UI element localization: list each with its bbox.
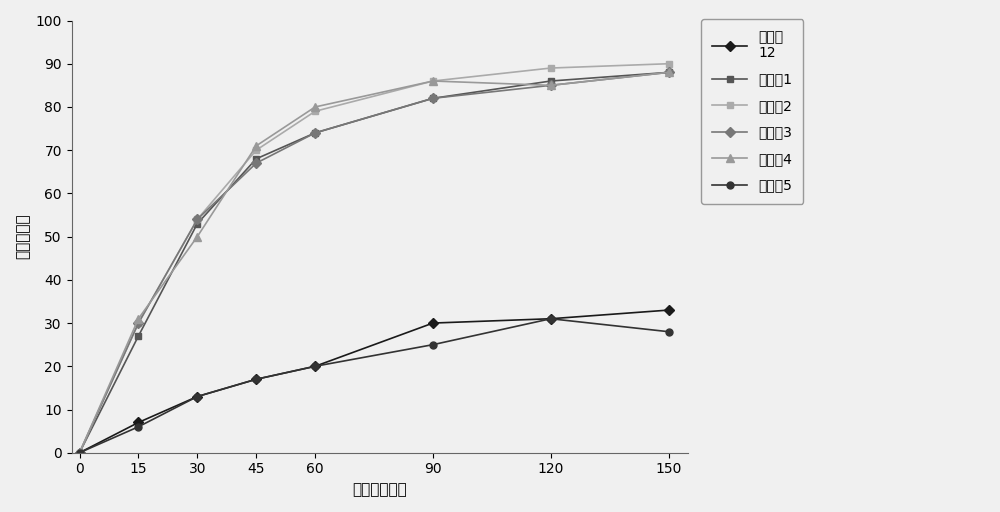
实施例1 [545,78,557,84]
X-axis label: 时间（分钟）: 时间（分钟） [353,482,407,497]
Line: 实施例5: 实施例5 [76,315,672,456]
实施例5 [191,393,203,399]
实施例4 [427,78,439,84]
实施例1 [309,130,321,136]
实施例4 [545,82,557,89]
实施例4 [191,233,203,240]
实施例5 [545,316,557,322]
实施例2 [663,60,675,67]
实施例1 [663,69,675,75]
实施例2 [132,320,144,326]
实施例2 [250,147,262,153]
实施例4 [74,450,86,456]
实施例
12 [74,450,86,456]
实施例3 [663,69,675,75]
实施例3 [545,82,557,89]
实施例
12 [545,316,557,322]
实施例2 [74,450,86,456]
实施例2 [309,108,321,114]
实施例3 [309,130,321,136]
Line: 实施例2: 实施例2 [76,60,672,456]
实施例1 [427,95,439,101]
实施例5 [74,450,86,456]
实施例4 [309,104,321,110]
实施例3 [74,450,86,456]
实施例5 [250,376,262,382]
实施例4 [132,316,144,322]
实施例1 [74,450,86,456]
实施例4 [250,143,262,149]
实施例5 [132,424,144,430]
实施例
12 [132,419,144,425]
实施例1 [250,156,262,162]
实施例5 [663,329,675,335]
实施例2 [191,216,203,222]
实施例5 [309,363,321,369]
Legend: 实施例
12, 实施例1, 实施例2, 实施例3, 实施例4, 实施例5: 实施例 12, 实施例1, 实施例2, 实施例3, 实施例4, 实施例5 [701,19,803,204]
实施例3 [191,216,203,222]
实施例3 [427,95,439,101]
实施例4 [663,69,675,75]
实施例3 [132,320,144,326]
实施例5 [427,342,439,348]
实施例1 [132,333,144,339]
实施例2 [545,65,557,71]
Line: 实施例1: 实施例1 [76,69,672,456]
Line: 实施例3: 实施例3 [76,69,672,456]
实施例3 [250,160,262,166]
实施例2 [427,78,439,84]
实施例
12 [427,320,439,326]
实施例
12 [250,376,262,382]
实施例
12 [663,307,675,313]
Line: 实施例
12: 实施例 12 [76,307,672,456]
实施例1 [191,221,203,227]
实施例
12 [309,363,321,369]
Y-axis label: 累积释放度: 累积释放度 [15,214,30,260]
实施例
12 [191,393,203,399]
Line: 实施例4: 实施例4 [75,68,673,457]
